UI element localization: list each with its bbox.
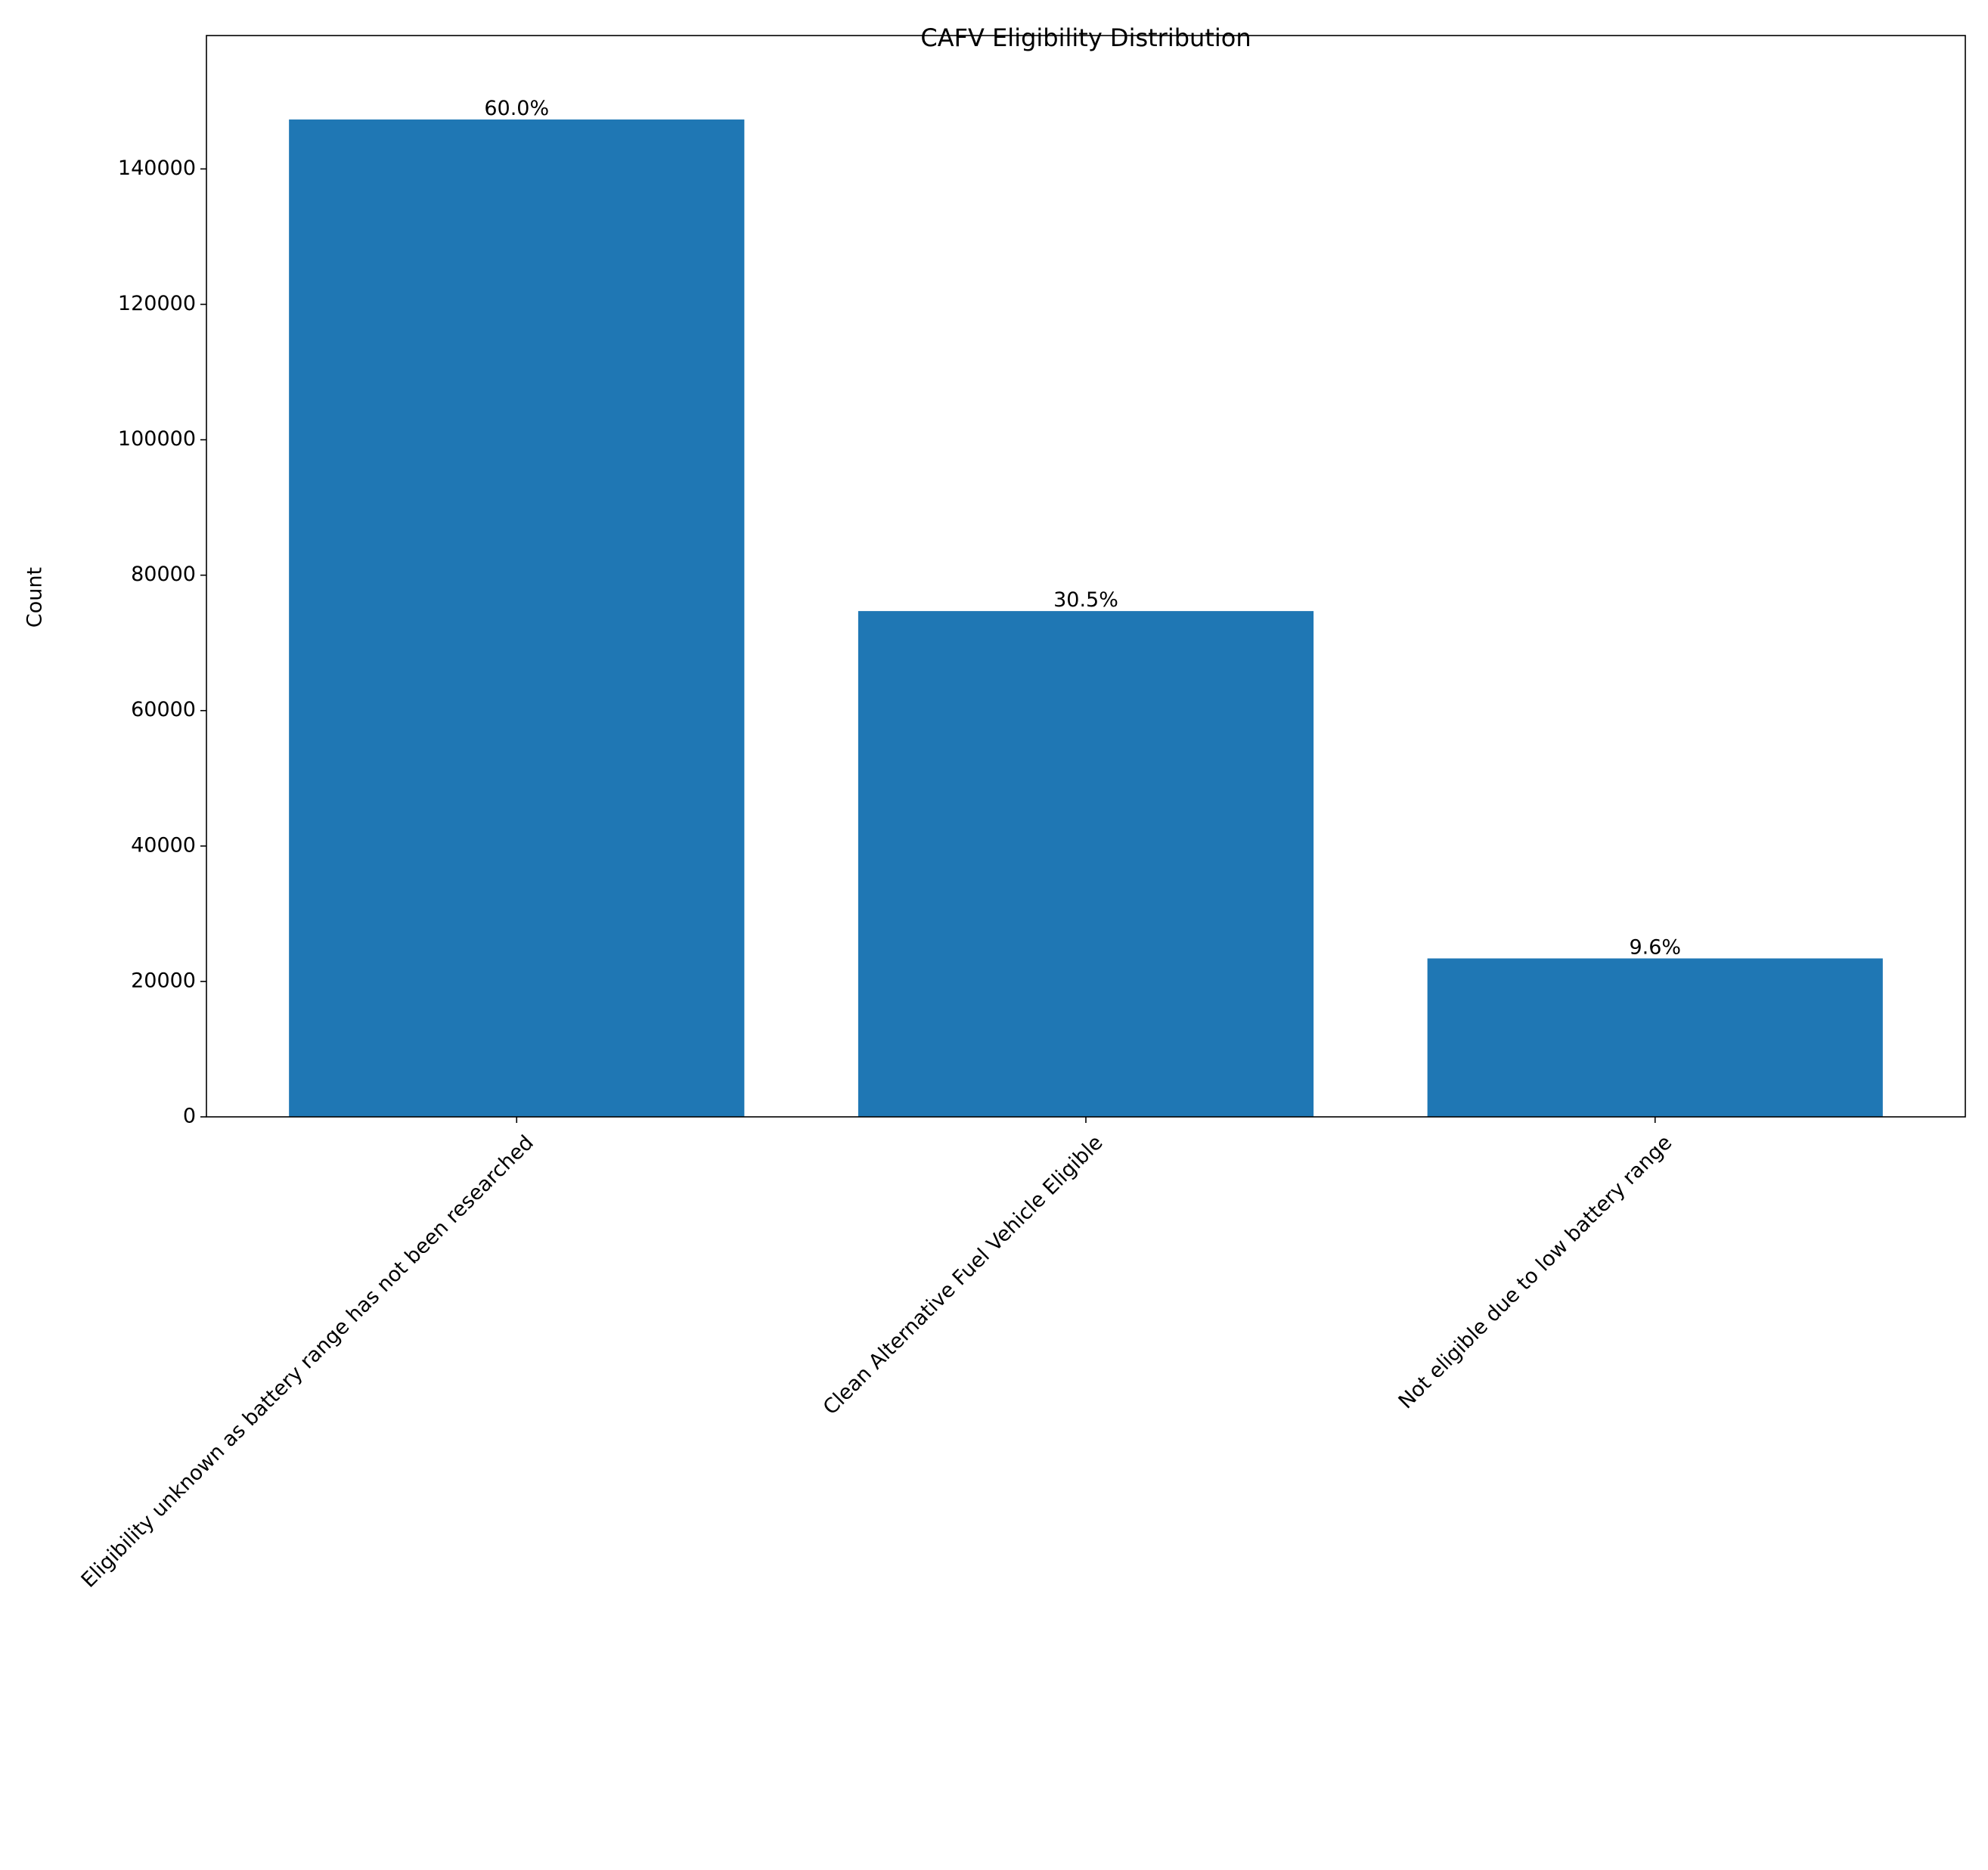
- chart-title: CAFV Eligibility Distribution: [920, 23, 1251, 52]
- y-tick-label: 0: [183, 1105, 196, 1128]
- y-axis-label: Count: [23, 567, 47, 628]
- y-tick-label: 40000: [131, 833, 196, 857]
- y-tick-label: 140000: [118, 157, 196, 180]
- plot-frame: [206, 35, 1966, 1118]
- data-label: 30.5%: [1053, 588, 1118, 612]
- bar: [1427, 958, 1883, 1117]
- y-tick-label: 20000: [131, 969, 196, 992]
- x-tick-label: Clean Alternative Fuel Vehicle Eligible: [819, 1131, 1108, 1420]
- y-tick-label: 100000: [118, 427, 196, 451]
- data-label: 9.6%: [1629, 935, 1681, 959]
- x-tick-label: Eligibility unknown as battery range has…: [77, 1131, 538, 1592]
- y-tick-label: 80000: [131, 563, 196, 586]
- data-label: 60.0%: [484, 97, 549, 120]
- bar: [289, 119, 745, 1117]
- y-tick-label: 120000: [118, 292, 196, 315]
- bar: [858, 611, 1314, 1117]
- x-tick-label: Not eligible due to low battery range: [1394, 1131, 1677, 1414]
- y-tick-label: 60000: [131, 698, 196, 721]
